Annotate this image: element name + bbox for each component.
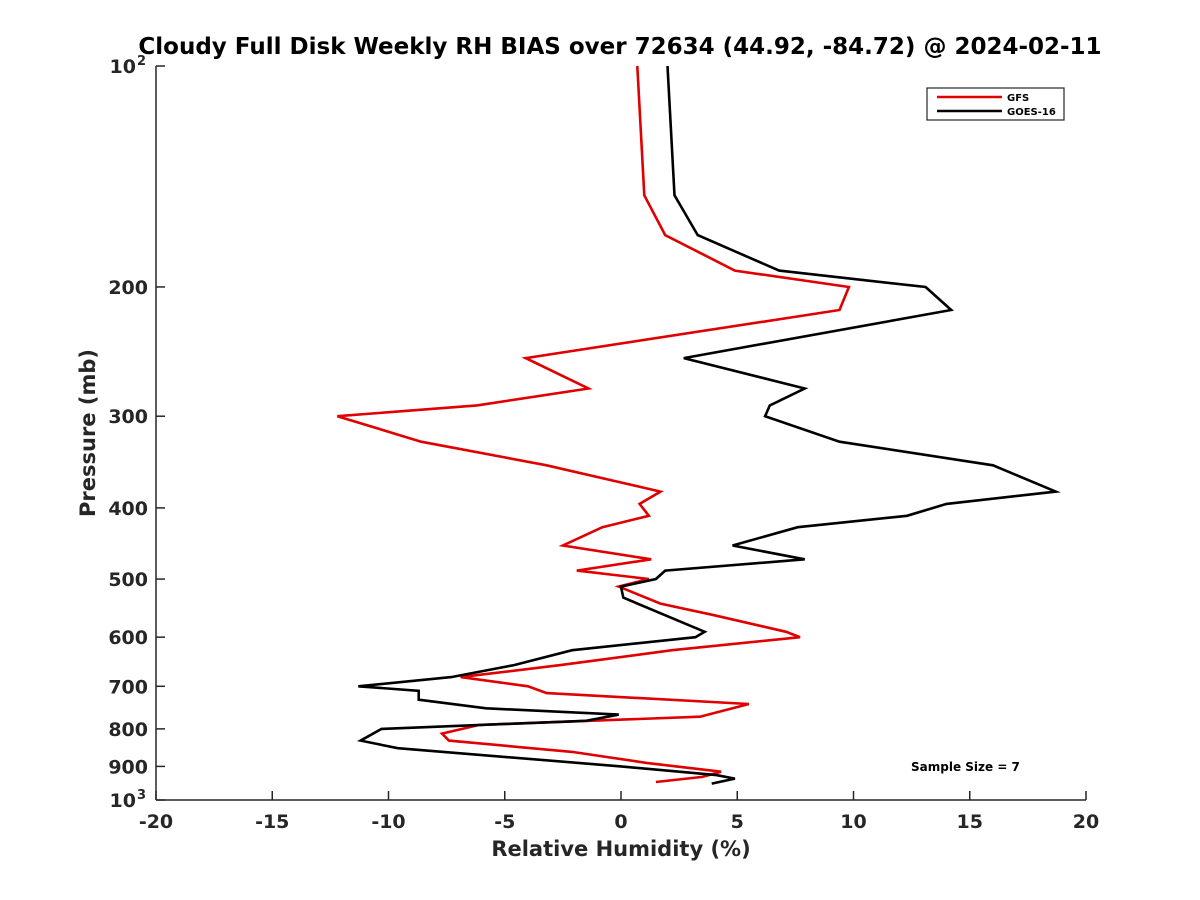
y-axis-label: Pressure (mb) <box>76 349 100 517</box>
legend: GFS GOES-16 <box>926 87 1065 121</box>
y-tick-label: 200 <box>108 277 148 299</box>
y-tick-label: 500 <box>108 569 148 591</box>
y-tick-label: 10 <box>110 56 136 78</box>
x-tick-label: 15 <box>957 811 983 833</box>
x-tick-label: -5 <box>494 811 515 833</box>
y-tick-label: 900 <box>108 756 148 778</box>
legend-label-gfs: GFS <box>1007 93 1029 104</box>
x-tick-label: 0 <box>614 811 627 833</box>
legend-box <box>926 87 1065 121</box>
x-axis-label: Relative Humidity (%) <box>491 837 750 861</box>
legend-label-goes16: GOES-16 <box>1007 107 1056 118</box>
y-tick-exponent: 3 <box>137 788 146 803</box>
y-tick-exponent: 2 <box>137 54 146 69</box>
y-tick-label: 400 <box>108 498 148 520</box>
series-line-goes16 <box>356 65 1061 785</box>
y-tick-label: 800 <box>108 719 148 741</box>
y-tick-label: 300 <box>108 406 148 428</box>
y-tick-label: 10 <box>110 790 136 812</box>
x-tick-label: -20 <box>139 811 173 833</box>
plot-area <box>155 66 1086 801</box>
series-layer <box>337 65 1061 785</box>
chart-title: Cloudy Full Disk Weekly RH BIAS over 726… <box>138 34 1101 60</box>
x-tick-label: -15 <box>255 811 289 833</box>
series-line-gfs <box>337 65 851 784</box>
x-ticks: -20 -15 -10 -5 0 5 10 15 20 <box>139 791 1099 833</box>
y-tick-label: 700 <box>108 676 148 698</box>
x-tick-label: 20 <box>1073 811 1099 833</box>
sample-size-annotation: Sample Size = 7 <box>911 760 1020 774</box>
x-tick-label: 10 <box>840 811 866 833</box>
x-tick-label: -10 <box>371 811 405 833</box>
y-tick-label: 600 <box>108 627 148 649</box>
x-tick-label: 5 <box>731 811 744 833</box>
